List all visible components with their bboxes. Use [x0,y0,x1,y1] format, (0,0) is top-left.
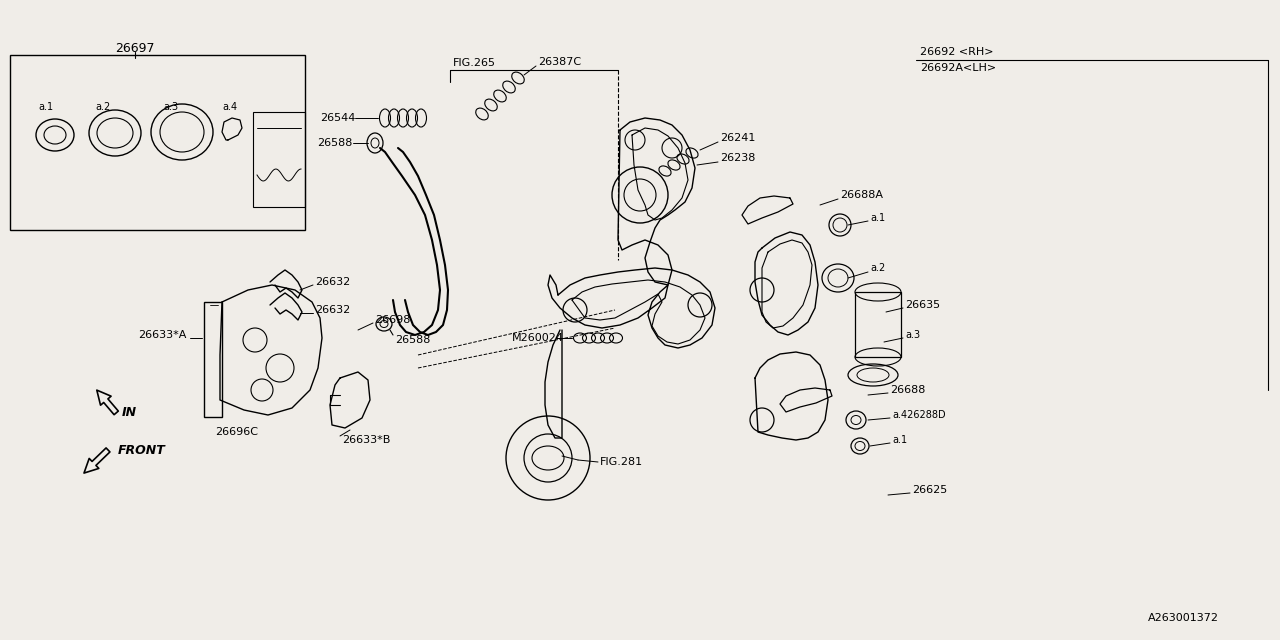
Text: M260024: M260024 [512,333,564,343]
Text: 26688A: 26688A [840,190,883,200]
Text: 26625: 26625 [911,485,947,495]
Text: 26635: 26635 [905,300,940,310]
Text: a.1: a.1 [892,435,908,445]
Text: a.2: a.2 [870,263,886,273]
Text: a.3: a.3 [163,102,178,112]
Text: 26588: 26588 [396,335,430,345]
Bar [204,302,221,417]
Text: a.4: a.4 [221,102,237,112]
Bar [253,112,305,207]
Text: 26238: 26238 [719,153,755,163]
Text: 26387C: 26387C [538,57,581,67]
Text: a.2: a.2 [95,102,110,112]
Text: 26632: 26632 [315,305,351,315]
Text: 26697: 26697 [115,42,155,54]
Text: 26633*B: 26633*B [342,435,390,445]
Text: 26633*A: 26633*A [138,330,187,340]
Text: 26588: 26588 [317,138,352,148]
Text: FIG.265: FIG.265 [453,58,497,68]
Text: A263001372: A263001372 [1148,613,1219,623]
Text: a.426288D: a.426288D [892,410,946,420]
Text: FRONT: FRONT [118,444,165,456]
Text: a.1: a.1 [38,102,54,112]
Text: 26692A<LH>: 26692A<LH> [920,63,996,73]
Text: 26544: 26544 [320,113,356,123]
Text: 26698: 26698 [375,315,411,325]
Bar [855,292,901,357]
Text: 26696C: 26696C [215,427,259,437]
Bar [10,55,305,230]
Text: a.1: a.1 [870,213,886,223]
Text: IN: IN [122,406,137,419]
Text: 26632: 26632 [315,277,351,287]
Text: FIG.281: FIG.281 [600,457,643,467]
Text: 26241: 26241 [719,133,755,143]
Text: 26692 <RH>: 26692 <RH> [920,47,993,57]
Text: a.3: a.3 [905,330,920,340]
Text: 26688: 26688 [890,385,925,395]
